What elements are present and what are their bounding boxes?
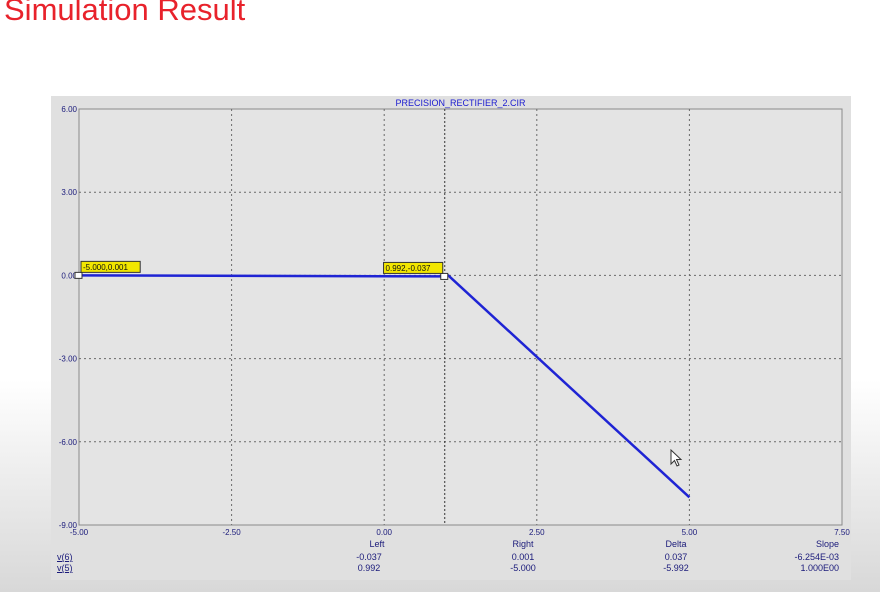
y-tick-label: 3.00	[61, 188, 77, 197]
chart-title: PRECISION_RECTIFIER_2.CIR	[395, 98, 526, 108]
y-tick-label: 0.00	[61, 271, 77, 280]
trace-v5-link[interactable]: v(5)	[57, 563, 73, 573]
header-right: Right	[512, 539, 534, 549]
x-tick-label: 5.00	[682, 528, 698, 537]
cursor-label-box	[80, 260, 141, 273]
v6-slope-value: -6.254E-03	[794, 552, 839, 562]
cursor-label: 0.992,-0.037	[386, 264, 431, 273]
header-left: Left	[369, 539, 385, 549]
mouse-pointer-icon	[670, 449, 683, 467]
plot-panel: PRECISION_RECTIFIER_2.CIR 6.00 3.00 0.00 -3.…	[51, 96, 851, 580]
y-tick-label: -6.00	[59, 438, 78, 447]
cursor-marker	[440, 272, 449, 280]
cursor-marker	[74, 271, 83, 279]
v5-slope-value: 1.000E00	[800, 563, 839, 573]
x-tick-label: -5.00	[70, 528, 89, 537]
x-tick-label: 7.50	[834, 528, 850, 537]
y-tick-label: -3.00	[59, 355, 78, 364]
x-tick-label: -2.50	[222, 528, 241, 537]
header-slope: Slope	[815, 539, 839, 549]
y-tick-label: 6.00	[61, 105, 77, 114]
v5-delta-value: -5.992	[663, 563, 689, 573]
v6-delta-value: 0.037	[664, 552, 688, 562]
slide-title: Simulation Result	[4, 0, 246, 27]
v5-left-value: 0.992	[357, 563, 381, 573]
v6-right-value: 0.001	[511, 552, 535, 562]
header-delta: Delta	[665, 539, 687, 549]
cursor-label-box	[383, 261, 444, 274]
x-tick-label: 2.50	[529, 528, 545, 537]
v5-right-value: -5.000	[510, 563, 536, 573]
v6-left-value: -0.037	[356, 552, 382, 562]
plot-area	[78, 108, 843, 526]
x-tick-label: 0.00	[376, 528, 392, 537]
trace-v6-link[interactable]: v(6)	[57, 552, 73, 562]
plot-svg: PRECISION_RECTIFIER_2.CIR 6.00 3.00 0.00 -3.…	[59, 98, 851, 537]
y-tick-label: -9.00	[59, 521, 78, 530]
cursor-label: -5.000,0.001	[83, 263, 128, 272]
